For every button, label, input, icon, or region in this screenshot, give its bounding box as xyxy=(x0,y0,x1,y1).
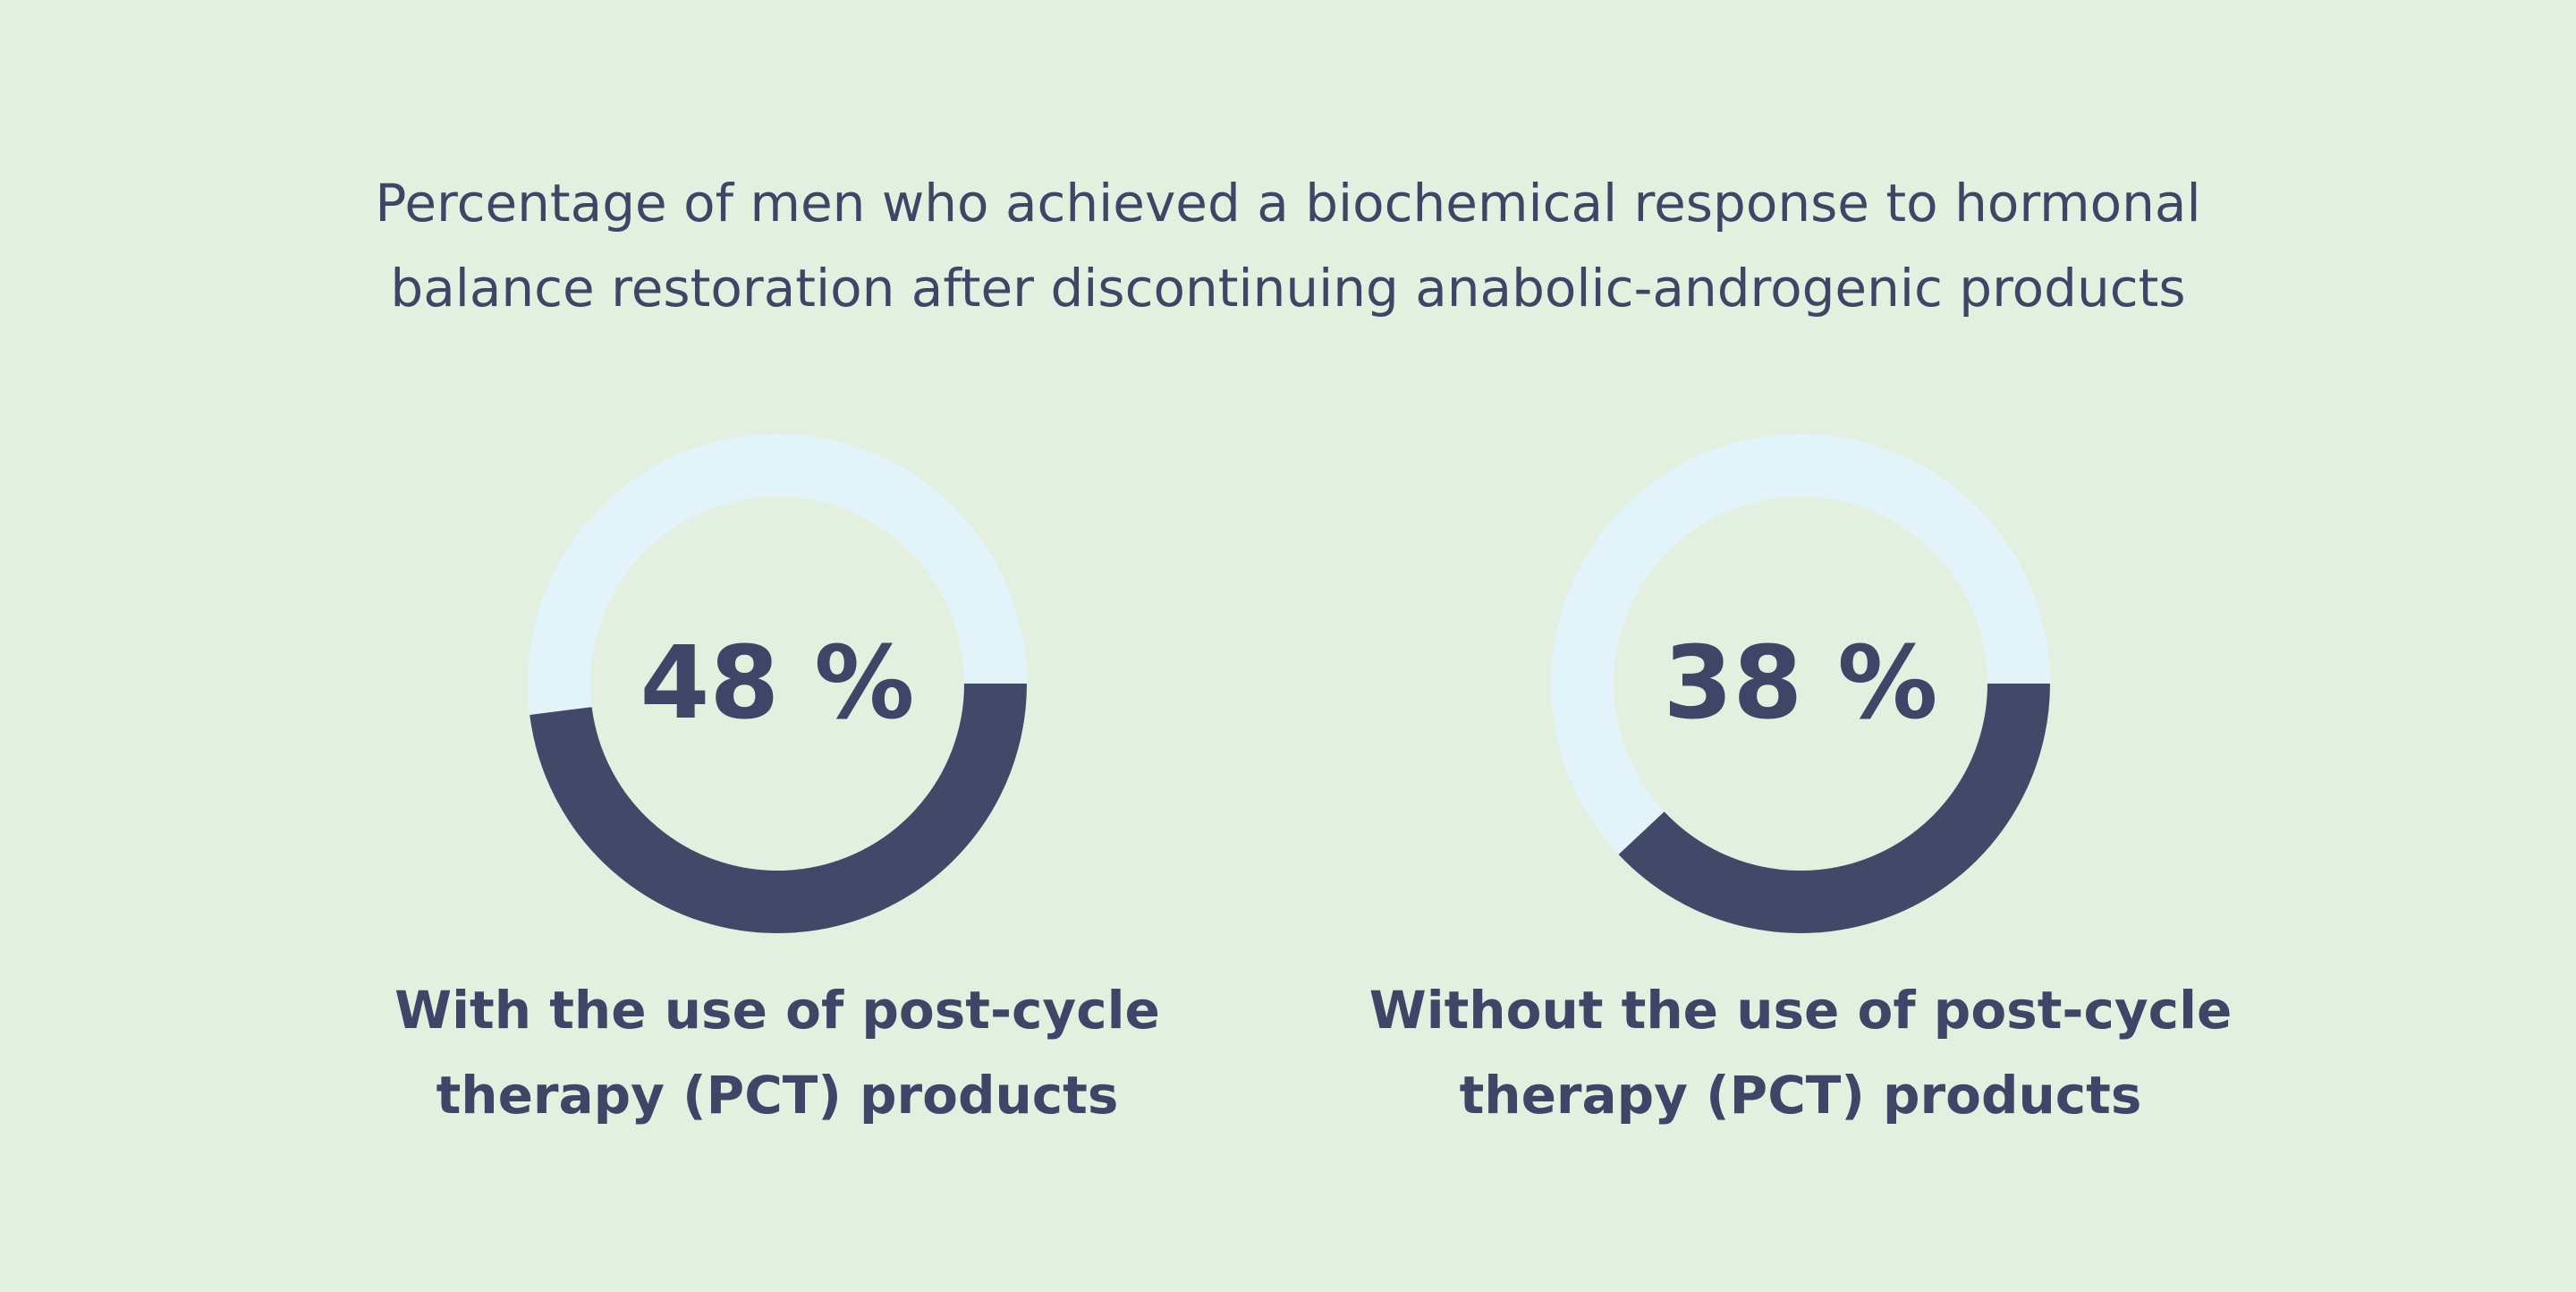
donut-arc xyxy=(1618,683,2050,933)
value-label: 38 % xyxy=(1663,625,1937,742)
donut-arc xyxy=(530,683,1027,933)
chart-title: Percentage of men who achieved a biochem… xyxy=(375,173,2201,319)
chart-caption: Without the use of post-cycle therapy (P… xyxy=(1368,980,2233,1126)
chart-caption: With the use of post-cycle therapy (PCT)… xyxy=(394,980,1160,1126)
value-label: 48 % xyxy=(640,625,914,742)
